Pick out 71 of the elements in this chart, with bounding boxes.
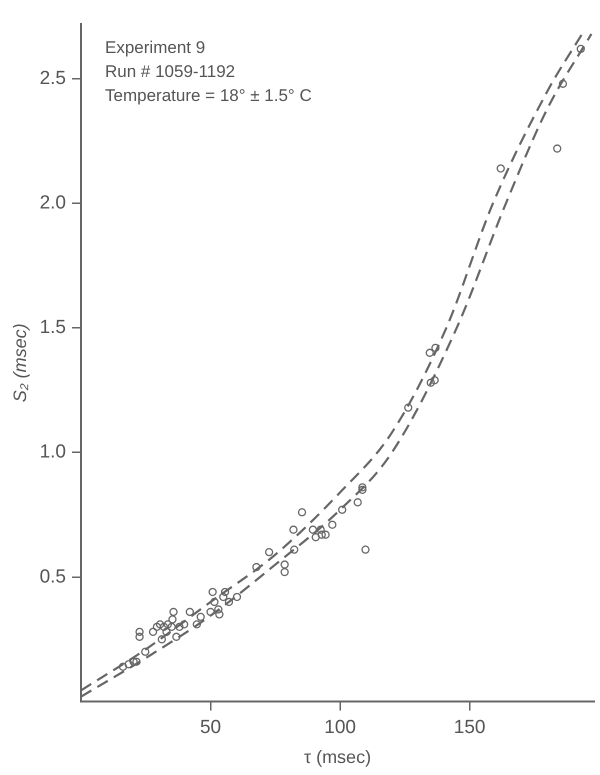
- point: [308, 526, 318, 534]
- point: [361, 545, 370, 554]
- point: [210, 598, 219, 606]
- point: [252, 562, 261, 572]
- y-axis-title: S₂ (msec): [10, 323, 30, 402]
- point: [328, 520, 336, 529]
- point: [318, 530, 326, 539]
- annotation: Run # 1059-1192: [105, 62, 236, 82]
- point: [172, 632, 181, 641]
- point: [180, 620, 188, 629]
- point: [124, 660, 133, 668]
- point: [358, 486, 367, 494]
- point: [354, 498, 362, 506]
- point: [215, 610, 224, 619]
- point: [280, 568, 289, 576]
- point: [196, 612, 205, 622]
- annotation: Experiment 9: [105, 38, 206, 58]
- point: [404, 403, 412, 412]
- point: [298, 508, 306, 516]
- point: [156, 620, 164, 629]
- point: [219, 592, 228, 602]
- point: [160, 622, 168, 632]
- point: [316, 526, 325, 534]
- point: [162, 628, 171, 636]
- y-tick-label: 1.5: [40, 317, 66, 338]
- point: [426, 348, 434, 357]
- point: [290, 545, 298, 554]
- y-tick-label: 2.5: [40, 68, 66, 90]
- point: [321, 530, 330, 539]
- point: [264, 548, 274, 556]
- point: [220, 588, 230, 596]
- point: [186, 608, 194, 616]
- point: [206, 608, 215, 616]
- annotation: Temperature = 18° ± 1.5° C: [105, 86, 312, 106]
- point: [232, 592, 242, 602]
- point: [208, 588, 217, 596]
- point: [135, 632, 144, 641]
- point: [280, 560, 289, 569]
- point: [426, 378, 435, 387]
- point: [132, 658, 141, 666]
- x-tick-label: 150: [454, 717, 486, 738]
- point: [168, 615, 177, 624]
- point: [576, 44, 585, 54]
- point: [152, 622, 162, 632]
- point: [496, 164, 505, 173]
- point: [148, 628, 158, 636]
- point: [164, 620, 172, 629]
- point: [431, 344, 440, 352]
- x-tick-label: 50: [200, 717, 222, 738]
- x-tick-label: 100: [324, 717, 356, 738]
- point: [169, 608, 178, 616]
- point: [289, 526, 298, 534]
- x-axis-title: τ (msec): [304, 747, 372, 768]
- y-tick-label: 0.5: [40, 566, 66, 588]
- point: [358, 483, 367, 492]
- point: [175, 622, 184, 632]
- point: [192, 620, 201, 629]
- y-tick-label: 2.0: [40, 192, 66, 214]
- point: [135, 628, 144, 636]
- y-tick-label: 1.0: [40, 442, 66, 463]
- point: [338, 506, 346, 514]
- point: [141, 648, 150, 656]
- point: [312, 533, 320, 542]
- point: [214, 605, 222, 614]
- point: [430, 376, 439, 384]
- point: [118, 662, 128, 671]
- point: [558, 80, 568, 88]
- point: [158, 635, 166, 644]
- point: [168, 622, 176, 632]
- point: [553, 144, 562, 153]
- point: [224, 598, 234, 606]
